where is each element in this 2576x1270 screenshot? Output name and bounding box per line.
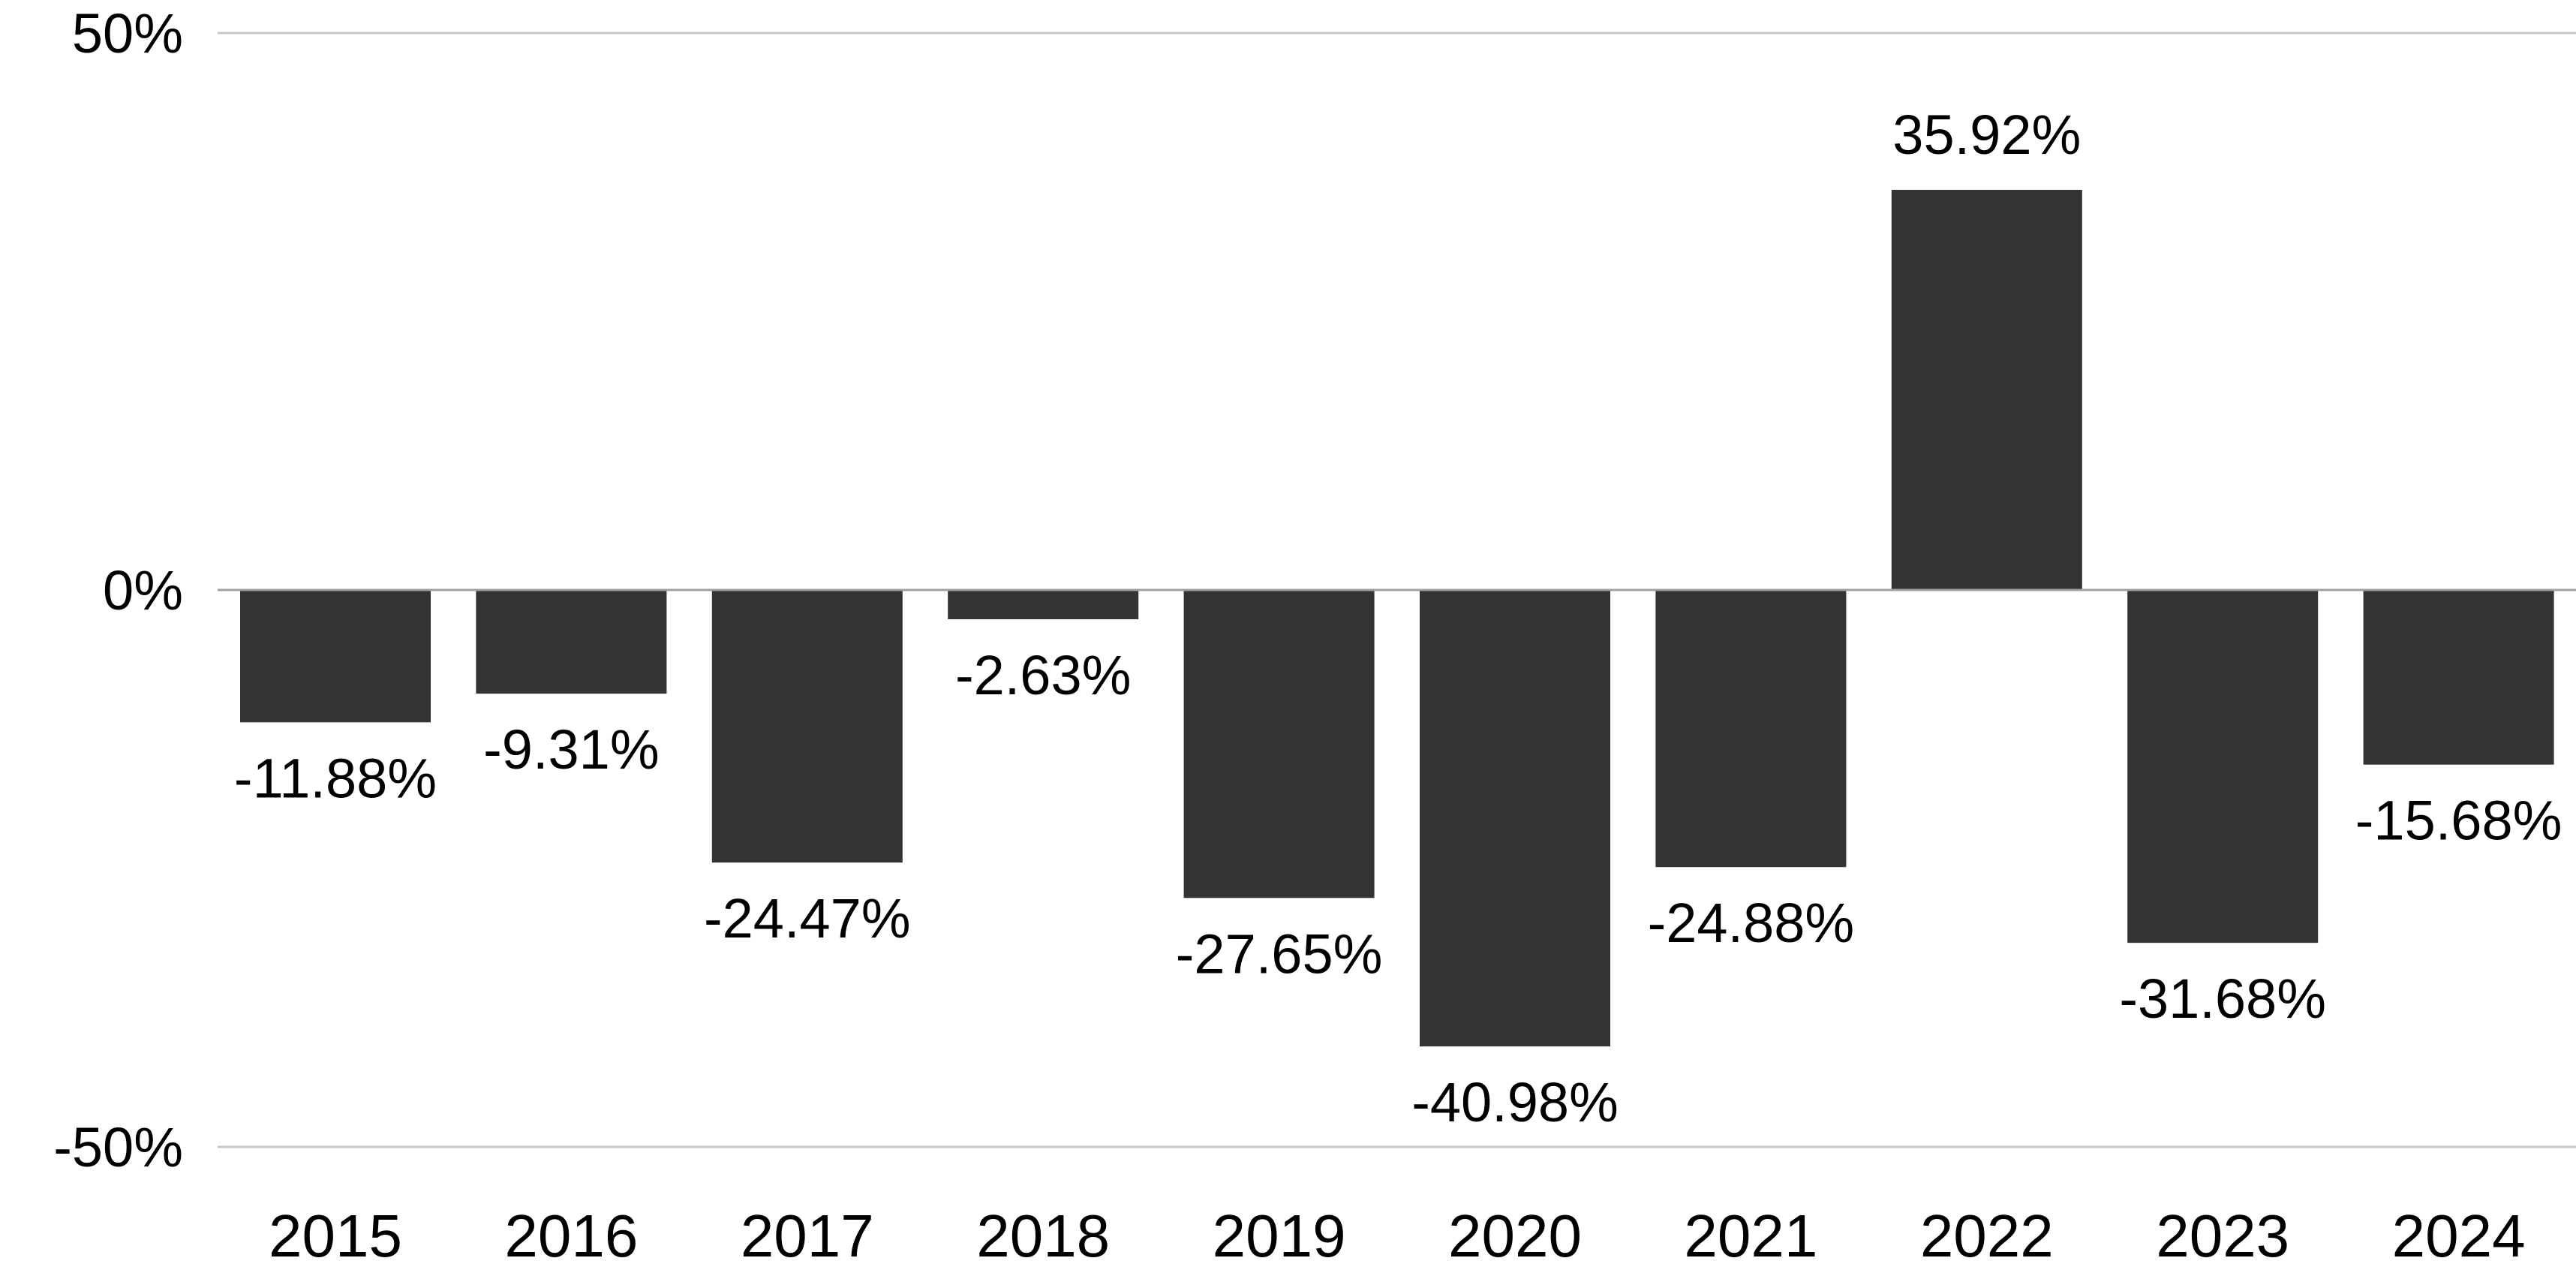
gridlines bbox=[218, 32, 2576, 1148]
bar bbox=[1420, 590, 1610, 1047]
bar bbox=[476, 590, 667, 694]
bar bbox=[1655, 590, 1847, 868]
bar bbox=[240, 590, 431, 723]
data-label: -9.31% bbox=[483, 718, 659, 781]
bar bbox=[2127, 590, 2319, 943]
data-label: -2.63% bbox=[955, 644, 1131, 706]
x-axis-category-labels: 2015 2016 2017 2018 2019 2020 2021 2022 2023 2024 bbox=[269, 1202, 2526, 1269]
data-label: -27.65% bbox=[1176, 922, 1383, 985]
bar bbox=[1891, 189, 2082, 590]
x-category-label: 2016 bbox=[504, 1202, 638, 1269]
data-label: -31.68% bbox=[2119, 968, 2326, 1030]
bar bbox=[1183, 590, 1375, 898]
y-tick-label: 50% bbox=[72, 2, 183, 65]
x-category-label: 2018 bbox=[976, 1202, 1110, 1269]
x-category-label: 2017 bbox=[741, 1202, 874, 1269]
data-labels: -11.88% -9.31% -24.47% -2.63% -27.65% -40.98%… bbox=[234, 104, 2562, 1133]
y-axis-tick-labels: 50% 0% -50% bbox=[53, 2, 183, 1178]
bar bbox=[711, 590, 903, 863]
x-category-label: 2022 bbox=[1920, 1202, 2054, 1269]
data-label: -40.98% bbox=[1411, 1071, 1619, 1133]
x-category-label: 2015 bbox=[269, 1202, 402, 1269]
y-tick-label: 0% bbox=[103, 559, 183, 621]
y-tick-label: -50% bbox=[53, 1116, 183, 1178]
x-category-label: 2021 bbox=[1684, 1202, 1817, 1269]
data-label: 35.92% bbox=[1892, 104, 2081, 166]
data-label: -24.47% bbox=[704, 887, 911, 949]
x-category-label: 2024 bbox=[2392, 1202, 2526, 1269]
data-label: -15.68% bbox=[2355, 790, 2562, 852]
bars bbox=[240, 189, 2554, 1047]
x-category-label: 2019 bbox=[1213, 1202, 1346, 1269]
x-category-label: 2020 bbox=[1448, 1202, 1582, 1269]
bar bbox=[948, 590, 1139, 620]
bar bbox=[2363, 590, 2554, 765]
x-category-label: 2023 bbox=[2156, 1202, 2289, 1269]
data-label: -11.88% bbox=[234, 747, 437, 809]
data-label: -24.88% bbox=[1648, 892, 1855, 954]
